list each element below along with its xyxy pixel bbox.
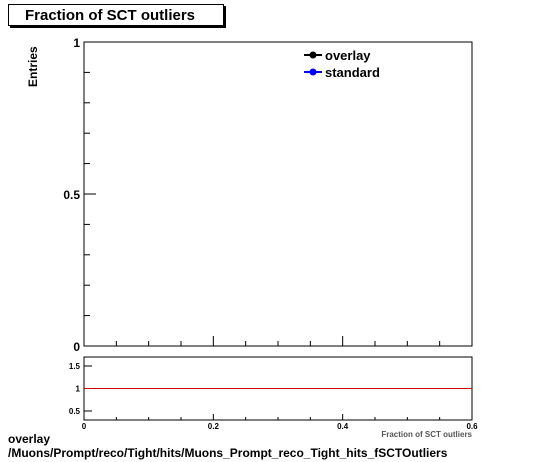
main-y-tick-label: 0 [73,340,80,354]
footer-path: /Muons/Prompt/reco/Tight/hits/Muons_Prom… [8,446,448,460]
chart-title-box: Fraction of SCT outliers [8,4,224,26]
footer-label: overlay [8,432,51,446]
ratio-x-tick-label: 0.2 [208,422,220,431]
ratio-y-tick-label: 1.5 [69,362,81,371]
legend-entry-standard-marker [309,68,317,76]
ratio-x-tick-label: 0.6 [466,422,478,431]
legend-entry-overlay-label: overlay [325,48,371,63]
ratio-y-tick-label: 0.5 [69,407,81,416]
legend-entry-overlay-marker [309,51,317,59]
main-y-tick-label: 1 [73,36,80,50]
ratio-x-tick-label: 0.4 [337,422,349,431]
chart-title: Fraction of SCT outliers [25,7,196,24]
main-y-tick-label: 0.5 [63,188,80,202]
y-axis-title: Entries [26,46,40,87]
legend-entry-standard-label: standard [325,65,380,80]
ratio-x-tick-label: 0 [82,422,87,431]
ratio-y-tick-label: 1 [76,385,81,394]
main-plot-frame [83,41,473,347]
x-axis-title: Fraction of SCT outliers [381,430,472,439]
